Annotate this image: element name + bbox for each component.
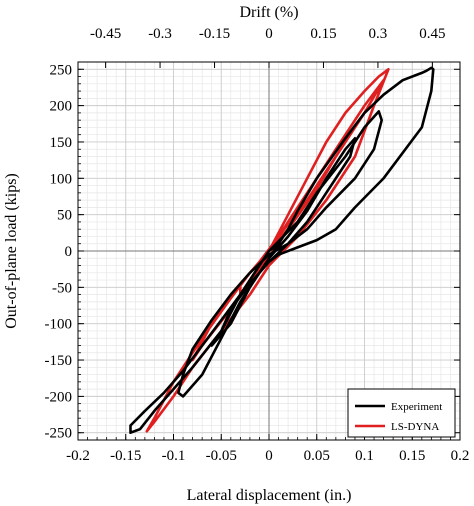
x-tick-label: -0.2: [66, 448, 90, 464]
y-tick-label: 250: [50, 62, 73, 78]
legend: Experiment LS-DYNA: [347, 388, 456, 438]
x-tick-label: 0.1: [355, 448, 374, 464]
x2-tick-label: 0: [265, 26, 273, 42]
x-axis-tick-labels: -0.2 -0.15 -0.1 -0.05 0 0.05 0.1 0.15 0.2: [66, 448, 469, 464]
y-tick-label: 50: [57, 208, 72, 224]
legend-box: [347, 388, 456, 438]
y-tick-label: 100: [50, 171, 73, 187]
x-tick-label: -0.05: [206, 448, 237, 464]
x-tick-label: -0.15: [110, 448, 141, 464]
tick-marks: [77, 61, 461, 441]
x-tick-label: 0.2: [451, 448, 470, 464]
x2-tick-label: 0.45: [419, 26, 445, 42]
y-axis-title: Out-of-plane load (kips): [3, 173, 20, 329]
top-axis-tick-labels: -0.45 -0.3 -0.15 0 0.15 0.3 0.45: [90, 26, 446, 42]
x2-tick-label: 0.3: [369, 26, 388, 42]
x2-tick-label: -0.15: [199, 26, 230, 42]
legend-label-experiment: Experiment: [391, 401, 442, 413]
top-axis-title: Drift (%): [239, 4, 298, 21]
y-tick-label: 200: [50, 99, 73, 115]
y-tick-label: -250: [45, 426, 73, 442]
x-tick-label: 0.15: [399, 448, 425, 464]
legend-label-ls-dyna: LS-DYNA: [391, 421, 439, 433]
x2-tick-label: -0.45: [90, 26, 121, 42]
x2-tick-label: -0.3: [148, 26, 172, 42]
x-axis-title: Lateral displacement (in.): [187, 487, 352, 504]
y-tick-label: -150: [45, 353, 73, 369]
x2-tick-label: 0.15: [310, 26, 336, 42]
y-tick-label: 0: [65, 244, 73, 260]
x-tick-label: -0.1: [162, 448, 186, 464]
x-tick-label: 0.05: [304, 448, 330, 464]
x-tick-label: 0: [265, 448, 273, 464]
series-layer: [129, 66, 435, 435]
y-axis-tick-labels: 250 200 150 100 50 0 -50 -100 -150 -200 -250: [45, 62, 73, 441]
y-tick-label: -50: [52, 280, 72, 296]
y-tick-label: -100: [45, 317, 73, 333]
y-tick-label: 150: [50, 135, 73, 151]
series-line-experiment: [129, 66, 435, 435]
y-tick-label: -200: [45, 389, 73, 405]
